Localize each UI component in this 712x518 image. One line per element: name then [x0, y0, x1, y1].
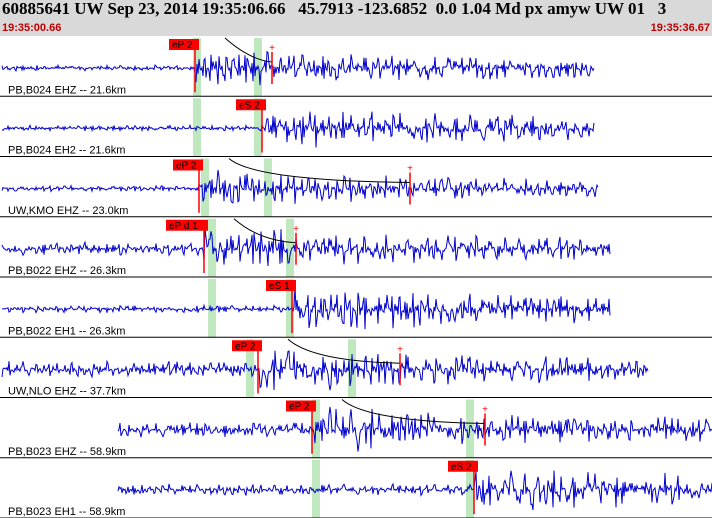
phase-pick-label: eS 1: [269, 281, 290, 292]
station-label: PB,B022 EH1 -- 26.3km: [8, 325, 125, 337]
theoretical-arrival-band: [348, 339, 356, 398]
phase-pick-tag[interactable]: [232, 340, 262, 352]
trace-row[interactable]: eS 2 PB,B024 EH2 -- 21.6km: [0, 98, 712, 157]
seismogram-panel[interactable]: + eP 2 PB,B024 EHZ -- 21.6km eS 2 PB,B024 EH…: [0, 36, 712, 518]
theoretical-arrival-band: [246, 339, 254, 398]
coda-duration-curve: [233, 218, 297, 244]
station-label: PB,B023 EHZ -- 58.9km: [8, 446, 126, 458]
phase-pick-tag[interactable]: [236, 99, 266, 111]
window-start-time: 19:35:00.66: [2, 22, 62, 34]
seismic-trace: [117, 470, 712, 511]
seismic-trace: [1, 350, 649, 391]
cursor-plus-icon: +: [397, 344, 403, 355]
event-title: 60885641 UW Sep 23, 2014 19:35:06.66 45.…: [2, 0, 667, 18]
cursor-plus-icon: +: [407, 164, 413, 175]
phase-pick-tag[interactable]: [266, 280, 296, 291]
phase-pick-tag[interactable]: [448, 460, 478, 472]
phase-pick-label: eS 2: [451, 462, 472, 473]
theoretical-arrival-band: [286, 279, 294, 338]
coda-duration-curve: [224, 37, 273, 63]
trace-row[interactable]: eS 2 PB,B023 EH1 -- 58.9km: [0, 459, 712, 518]
station-label: PB,B022 EHZ -- 26.3km: [8, 265, 126, 277]
theoretical-arrival-band: [286, 218, 294, 277]
window-end-time: 19:35:36.67: [650, 22, 710, 34]
phase-pick-label: eS 2: [239, 100, 260, 111]
seismic-trace: [1, 169, 599, 204]
seismic-trace: [1, 50, 595, 86]
theoretical-arrival-band: [466, 459, 474, 518]
cursor-plus-icon: +: [269, 43, 275, 54]
phase-pick-label: eP 2: [176, 161, 197, 172]
phase-pick-tag[interactable]: [166, 219, 208, 231]
seismic-trace: [1, 111, 595, 148]
station-label: UW,KMO EHZ -- 23.0km: [8, 205, 128, 217]
theoretical-arrival-band: [312, 459, 320, 518]
seismic-trace: [1, 227, 611, 267]
cursor-plus-icon: +: [293, 224, 299, 235]
trace-row[interactable]: + eP 2 UW,NLO EHZ -- 37.7km: [0, 338, 712, 398]
cursor-plus-icon: +: [482, 405, 488, 416]
theoretical-arrival-band: [254, 98, 262, 157]
phase-pick-label: eP 2: [289, 402, 310, 413]
phase-pick-tag[interactable]: [286, 400, 316, 412]
station-label: PB,B024 EHZ -- 21.6km: [8, 84, 126, 96]
phase-pick-tag[interactable]: [169, 39, 199, 50]
event-header: 60885641 UW Sep 23, 2014 19:35:06.66 45.…: [0, 0, 712, 36]
phase-pick-label: eP d 1: [169, 221, 198, 232]
trace-row[interactable]: + eP 2 UW,KMO EHZ -- 23.0km: [0, 158, 712, 218]
seismic-trace: [117, 406, 712, 452]
trace-row[interactable]: + eP d 1 PB,B022 EHZ -- 26.3km: [0, 218, 712, 278]
phase-pick-tag[interactable]: [173, 159, 203, 171]
theoretical-arrival-band: [208, 218, 216, 277]
coda-duration-curve: [287, 338, 401, 364]
trace-row[interactable]: + eP 2 PB,B023 EHZ -- 58.9km: [0, 399, 712, 459]
coda-duration-curve: [341, 399, 486, 424]
trace-row[interactable]: eS 1 PB,B022 EH1 -- 26.3km: [0, 279, 712, 338]
trace-row[interactable]: + eP 2 PB,B024 EHZ -- 21.6km: [0, 37, 712, 97]
phase-pick-label: eP 2: [172, 40, 193, 51]
station-label: UW,NLO EHZ -- 37.7km: [8, 386, 126, 398]
seismic-trace: [1, 285, 611, 330]
phase-pick-label: eP 2: [235, 341, 256, 352]
station-label: PB,B023 EH1 -- 58.9km: [8, 506, 125, 518]
station-label: PB,B024 EH2 -- 21.6km: [8, 145, 125, 157]
coda-duration-curve: [228, 158, 411, 183]
